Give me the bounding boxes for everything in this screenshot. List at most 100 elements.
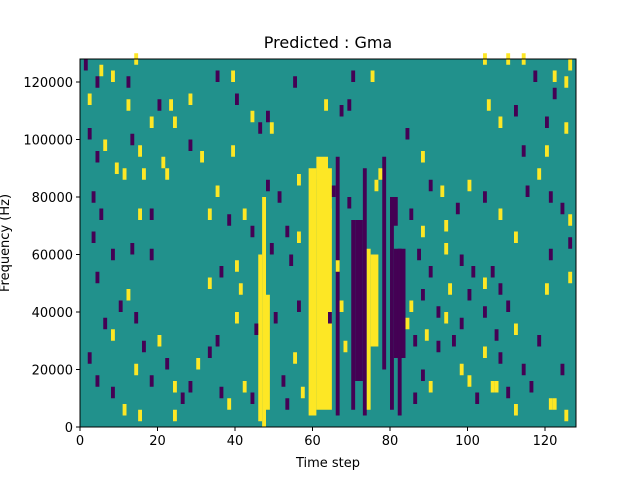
- heatmap-cell: [130, 243, 135, 255]
- heatmap-cell: [467, 289, 472, 301]
- heatmap-cell: [331, 185, 336, 197]
- heatmap-cell: [134, 363, 139, 376]
- heatmap-cell: [157, 335, 162, 347]
- heatmap-cell: [149, 208, 154, 220]
- heatmap-cell: [413, 335, 418, 347]
- heatmap-cell: [560, 202, 565, 215]
- heatmap-cell: [514, 404, 518, 416]
- heatmap-cell: [568, 214, 573, 226]
- heatmap-cell: [548, 248, 553, 261]
- heatmap-cell: [95, 375, 100, 387]
- y-tick-label: 0: [65, 421, 73, 436]
- heatmap-cell: [297, 174, 301, 186]
- heatmap-cell: [459, 254, 464, 266]
- heatmap-cell: [111, 70, 115, 82]
- heatmap-cell: [564, 76, 569, 88]
- heatmap-band: [266, 294, 270, 410]
- x-tick-label: 80: [382, 434, 399, 449]
- heatmap-cell: [142, 168, 146, 180]
- heatmap-cell: [215, 185, 220, 197]
- heatmap-cell: [440, 185, 445, 197]
- heatmap-cell: [111, 386, 115, 399]
- heatmap-cell: [250, 225, 255, 238]
- heatmap-band: [316, 156, 328, 180]
- heatmap-cell: [498, 208, 503, 220]
- heatmap-cell: [494, 381, 499, 393]
- heatmap-cell: [459, 317, 464, 330]
- heatmap-cell: [149, 375, 154, 387]
- y-tick-label: 60000: [32, 249, 73, 264]
- heatmap-cell: [351, 70, 356, 82]
- heatmap-cell: [118, 300, 123, 312]
- heatmap-cell: [289, 254, 294, 266]
- heatmap-cell: [142, 340, 146, 353]
- heatmap-cell: [514, 231, 518, 243]
- heatmap-cell: [242, 381, 247, 393]
- heatmap-cell: [227, 398, 232, 410]
- heatmap-cell: [235, 312, 239, 324]
- heatmap-band: [366, 248, 371, 410]
- heatmap-band: [370, 254, 379, 347]
- heatmap-cell: [122, 168, 127, 180]
- heatmap-cell: [525, 185, 530, 197]
- heatmap-cell: [250, 110, 255, 123]
- heatmap-cell: [494, 329, 499, 341]
- heatmap-cell: [188, 381, 193, 393]
- heatmap-cell: [545, 145, 549, 157]
- y-tick-label: 120000: [23, 76, 73, 91]
- heatmap-cell: [483, 346, 487, 358]
- heatmap-cell: [254, 323, 259, 335]
- heatmap-cell: [130, 133, 135, 146]
- heatmap-cell: [444, 243, 449, 255]
- heatmap-cell: [467, 179, 472, 192]
- heatmap-cell: [490, 266, 495, 278]
- heatmap-cell: [238, 283, 243, 295]
- heatmap-cell: [87, 128, 92, 140]
- heatmap-cell: [471, 266, 476, 278]
- heatmap-cell: [231, 70, 235, 82]
- heatmap-cell: [138, 409, 142, 422]
- heatmap-cell: [455, 202, 460, 215]
- heatmap-cell: [409, 300, 414, 312]
- x-tick-label: 20: [149, 434, 166, 449]
- heatmap-cell: [297, 231, 301, 243]
- heatmap-cell: [281, 375, 286, 387]
- heatmap-cell: [436, 340, 441, 353]
- heatmap-cell: [266, 110, 270, 123]
- y-axis-title: Frequency (Hz): [0, 194, 13, 292]
- heatmap-cell: [335, 260, 340, 272]
- heatmap-cell: [444, 220, 449, 232]
- heatmap-cell: [188, 93, 193, 105]
- heatmap-band: [258, 254, 263, 422]
- heatmap-cell: [297, 300, 301, 312]
- heatmap-cell: [188, 139, 193, 151]
- heatmap-cell: [374, 179, 379, 192]
- heatmap-cell: [564, 409, 569, 422]
- x-tick-label: 40: [227, 434, 244, 449]
- heatmap-cell: [293, 76, 297, 88]
- heatmap-cell: [149, 116, 154, 128]
- heatmap-cell: [498, 352, 503, 364]
- heatmap-cell: [250, 392, 255, 404]
- heatmap-cell: [521, 145, 526, 157]
- y-axis-ticks: 0 20000 40000 60000 80000 100000 120000: [23, 76, 80, 436]
- heatmap-band: [382, 156, 387, 370]
- y-tick-label: 80000: [32, 191, 73, 206]
- heatmap-cell: [498, 116, 503, 128]
- heatmap-cell: [134, 312, 139, 324]
- heatmap-cell: [568, 271, 573, 284]
- x-axis-ticks: 0 20 40 60 80 100 120: [76, 427, 557, 449]
- heatmap-cell: [490, 381, 495, 393]
- heatmap-cell: [448, 283, 452, 295]
- heatmap-cell: [506, 300, 511, 312]
- heatmap-cell: [328, 208, 332, 220]
- heatmap-cell: [483, 277, 487, 289]
- heatmap-cell: [103, 139, 108, 151]
- heatmap-cell: [91, 191, 96, 203]
- x-axis-title: Time step: [295, 456, 360, 471]
- heatmap-cell: [83, 59, 88, 71]
- heatmap-cell: [258, 122, 263, 134]
- heatmap-band: [390, 197, 398, 226]
- heatmap-cell: [277, 191, 282, 203]
